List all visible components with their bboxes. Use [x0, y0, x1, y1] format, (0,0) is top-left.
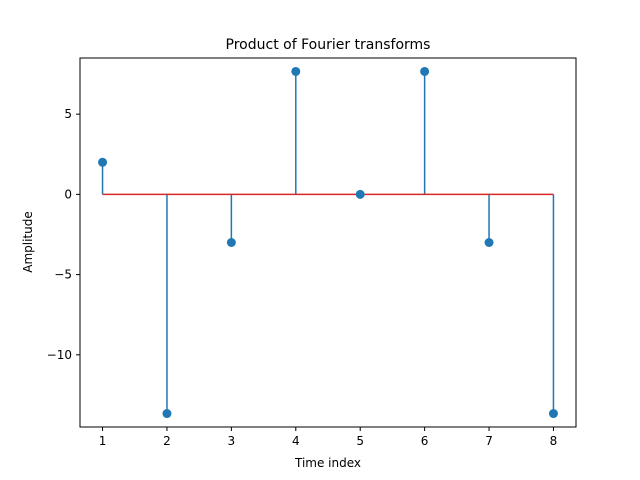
x-axis-label: Time index [294, 456, 361, 470]
stem-marker [226, 238, 236, 247]
y-tick-label: 5 [64, 107, 72, 121]
x-tick-label: 4 [292, 434, 300, 448]
y-tick-label: 0 [64, 187, 72, 201]
x-tick-label: 6 [421, 434, 429, 448]
x-tick-label: 3 [228, 434, 236, 448]
axes-frame [79, 57, 577, 428]
stem-marker [548, 409, 558, 419]
plot-area [98, 66, 558, 419]
x-tick-label: 7 [485, 434, 493, 448]
x-axis: 1 2 3 4 5 6 7 8 [99, 427, 558, 448]
stem-marker [98, 157, 108, 167]
y-tick-label: −5 [54, 268, 72, 282]
stem-marker [484, 238, 494, 247]
y-axis: −10 −5 0 5 [47, 107, 80, 362]
y-tick-label: −10 [47, 348, 72, 362]
x-tick-label: 8 [550, 434, 558, 448]
x-tick-label: 5 [356, 434, 364, 448]
stem-marker [162, 409, 172, 419]
stem-marker [420, 66, 430, 76]
stem-marker [355, 189, 365, 199]
x-tick-label: 2 [163, 434, 171, 448]
stem-marker [291, 66, 301, 76]
chart-title: Product of Fourier transforms [226, 37, 431, 53]
y-axis-label: Amplitude [21, 211, 35, 273]
x-tick-label: 1 [99, 434, 107, 448]
